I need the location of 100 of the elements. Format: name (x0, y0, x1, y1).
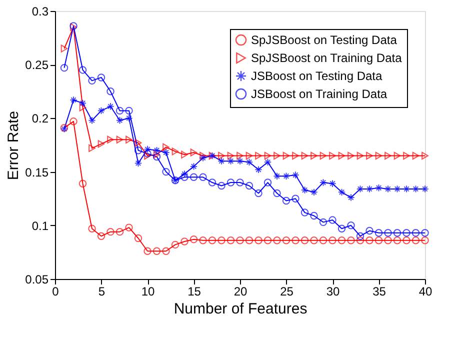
point (300, 186, 309, 194)
point (152, 247, 161, 255)
point (254, 189, 262, 198)
legend-label: SpJSBoost on Training Data (251, 51, 402, 65)
point (88, 116, 96, 124)
point (273, 172, 281, 180)
point (328, 216, 336, 224)
point (152, 146, 161, 154)
point (200, 152, 206, 160)
point (125, 114, 133, 122)
point (366, 185, 374, 193)
point (255, 152, 262, 160)
point (153, 150, 160, 158)
x-tick-label: 30 (326, 284, 340, 298)
point (421, 229, 429, 237)
point (412, 229, 420, 237)
point (366, 236, 374, 244)
x-tick-label: 10 (141, 284, 155, 298)
point (60, 44, 68, 52)
point (338, 224, 346, 232)
point (78, 180, 87, 188)
point (199, 236, 207, 244)
point (60, 64, 68, 72)
point (190, 235, 198, 244)
x-tick-label: 40 (418, 284, 432, 298)
point (375, 152, 382, 160)
point (421, 236, 429, 244)
y-axis-title: Error Rate (5, 110, 22, 180)
y-tick-label: 0.1 (32, 218, 49, 233)
y-tick-label: 0.25 (25, 58, 49, 72)
point (356, 152, 364, 160)
point (347, 222, 355, 230)
legend-label: JSBoost on Training Data (251, 87, 388, 101)
point (218, 157, 226, 165)
x-tick-label: 0 (52, 284, 60, 298)
point (97, 106, 106, 115)
point (144, 150, 152, 158)
point (374, 229, 383, 237)
point (245, 182, 254, 190)
point (162, 143, 170, 151)
x-tick-label: 15 (188, 284, 202, 298)
point (116, 228, 124, 236)
point (319, 218, 328, 226)
point (236, 236, 244, 244)
point (70, 118, 78, 126)
point (384, 229, 392, 237)
point (328, 180, 336, 188)
point (134, 159, 142, 168)
point (264, 152, 272, 160)
point (245, 236, 254, 244)
point (236, 152, 244, 160)
legend-label: SpJSBoost on Testing Data (251, 33, 398, 47)
x-axis-title: Number of Features (174, 300, 308, 318)
point (282, 172, 290, 180)
point (366, 152, 373, 160)
point (134, 139, 142, 147)
point (347, 194, 355, 202)
point (226, 236, 235, 244)
point (218, 236, 226, 244)
x-tick-label: 20 (234, 284, 248, 298)
point (393, 236, 402, 244)
point (78, 99, 87, 108)
point (310, 152, 318, 160)
point (310, 236, 318, 244)
point (246, 152, 253, 160)
point (310, 212, 318, 220)
point (282, 152, 290, 160)
point (412, 236, 420, 244)
point (254, 166, 262, 174)
point (171, 240, 180, 249)
point (384, 236, 392, 244)
point (319, 236, 328, 244)
point (116, 116, 124, 124)
point (227, 152, 234, 160)
point (125, 224, 133, 232)
y-tick-label: 0.05 (25, 272, 49, 286)
point (226, 178, 235, 186)
point (180, 238, 188, 246)
point (88, 144, 96, 152)
point (144, 152, 151, 160)
point (328, 236, 336, 244)
point (134, 234, 142, 242)
point (329, 152, 336, 160)
point (236, 157, 244, 165)
point (106, 102, 114, 110)
point (402, 236, 410, 244)
point (300, 208, 309, 216)
point (273, 236, 281, 244)
point (282, 236, 290, 244)
point (79, 104, 86, 112)
point (162, 148, 170, 156)
point (162, 168, 170, 176)
point (152, 152, 161, 161)
point (172, 148, 179, 156)
point (190, 173, 198, 182)
point (412, 152, 420, 160)
point (218, 182, 226, 190)
point (338, 188, 346, 196)
point (190, 162, 198, 170)
point (144, 247, 152, 255)
